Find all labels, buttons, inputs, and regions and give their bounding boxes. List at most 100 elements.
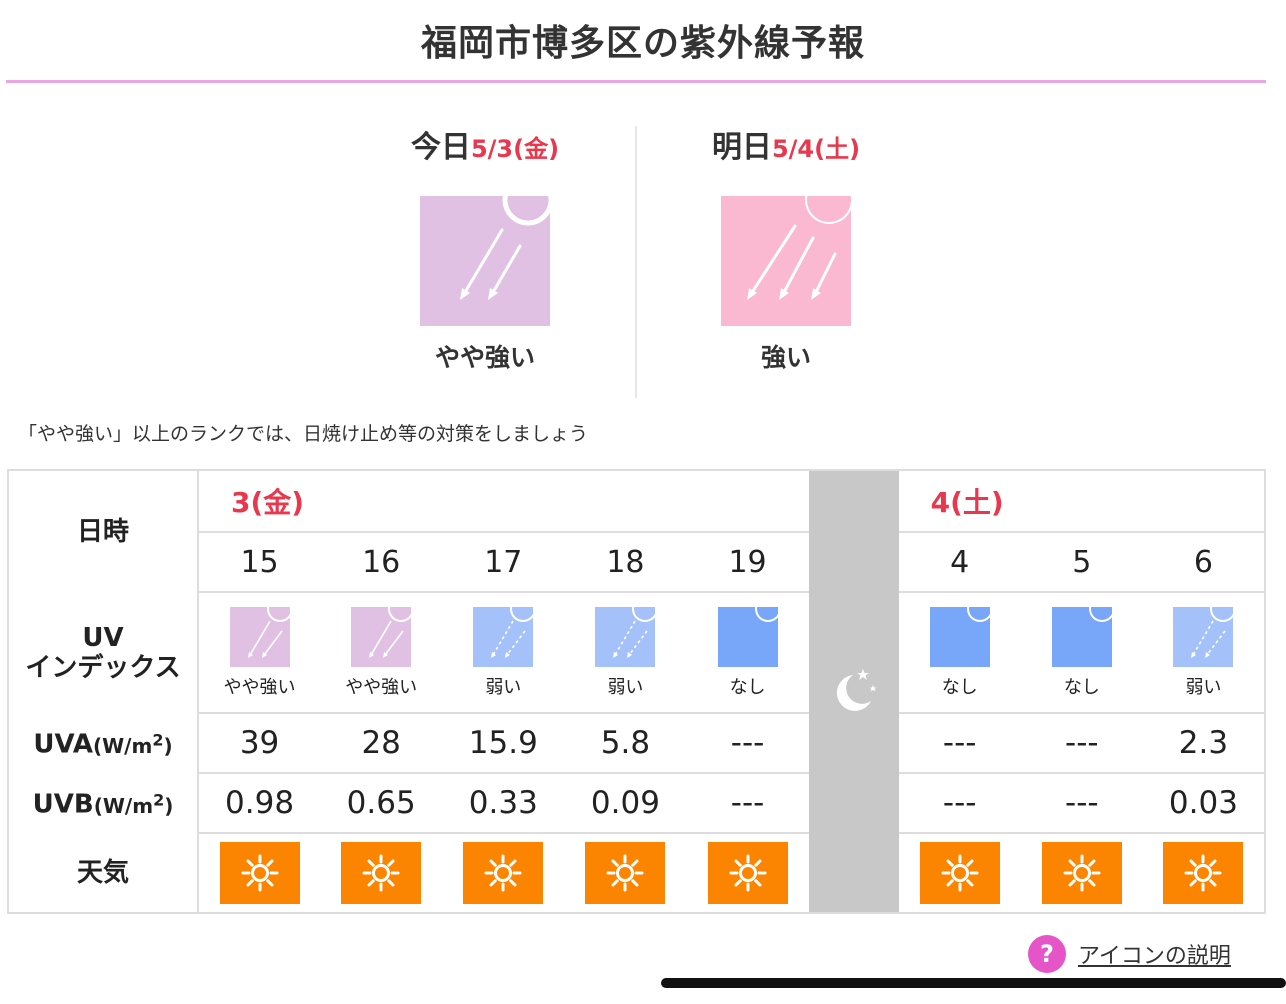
unit-close: )	[163, 733, 173, 758]
label-uv-line1: UV	[82, 622, 124, 653]
icon-help-link[interactable]: ? アイコンの説明	[1028, 935, 1231, 973]
today-card: 今日5/3(金) やや強い	[335, 126, 635, 374]
sunny-icon	[219, 842, 300, 904]
uv-cell: 弱い	[442, 592, 565, 714]
title-underline	[6, 80, 1266, 83]
advice-note: 「やや強い」以上のランクでは、日焼け止め等の対策をしましょう	[18, 423, 589, 445]
night-gap	[808, 470, 899, 913]
uv-moderate-icon	[351, 606, 412, 667]
card-divider	[635, 126, 637, 398]
uv-cell: 弱い	[564, 592, 687, 714]
uvb-value: ---	[1020, 773, 1143, 834]
hour-cell: 16	[320, 532, 443, 593]
uv-rank-label: なし	[1063, 676, 1100, 698]
unit-sup: 2	[152, 730, 164, 750]
uvb-value: 0.03	[1142, 773, 1265, 834]
uva-value: 28	[320, 713, 443, 774]
sunny-icon	[341, 842, 422, 904]
hourly-forecast-table: 日時 3(金) 4(土) 15 16 17 18 19 4 5 6 UV インデ…	[7, 469, 1266, 914]
label-uva: UVA(W/m2)	[8, 713, 199, 773]
unit-sup: 2	[153, 790, 165, 810]
uva-value: 5.8	[564, 713, 687, 774]
home-indicator	[661, 978, 1286, 988]
uvb-value: 0.09	[564, 773, 687, 834]
uv-rank-label: 弱い	[1185, 676, 1222, 698]
weather-cell	[899, 833, 1021, 913]
tomorrow-heading: 明日5/4(土)	[636, 126, 936, 170]
label-uvb: UVB(W/m2)	[8, 773, 199, 833]
uva-value: ---	[686, 713, 809, 774]
tomorrow-date: 5/4(土)	[771, 135, 861, 163]
hour-cell: 4	[898, 532, 1021, 593]
uv-rank-label: 弱い	[607, 676, 644, 698]
uv-strong-icon	[721, 196, 851, 326]
hour-cell: 19	[686, 532, 809, 593]
question-icon[interactable]: ?	[1028, 935, 1066, 973]
today-prefix: 今日	[410, 130, 471, 165]
uv-moderate-icon	[229, 606, 290, 667]
uvb-value: 0.33	[442, 773, 565, 834]
sunny-icon	[463, 842, 544, 904]
today-heading: 今日5/3(金)	[335, 126, 635, 170]
uva-value: ---	[1020, 713, 1143, 774]
uv-none-icon	[929, 606, 990, 667]
uv-none-icon	[1051, 606, 1112, 667]
icon-help-label[interactable]: アイコンの説明	[1078, 944, 1231, 969]
weather-cell	[564, 833, 686, 913]
weather-cell	[320, 833, 442, 913]
label-uv-line2: インデックス	[25, 652, 181, 683]
weather-cell	[687, 833, 809, 913]
uv-rank-label: なし	[729, 676, 766, 698]
label-datetime: 日時	[8, 470, 199, 592]
sunny-icon	[919, 842, 1000, 904]
unit-open: (W/m	[93, 793, 154, 818]
weather-cell	[442, 833, 564, 913]
uv-cell: やや強い	[198, 592, 321, 714]
uva-value: ---	[898, 713, 1021, 774]
uv-weak-icon	[595, 606, 656, 667]
page-title: 福岡市博多区の紫外線予報	[420, 23, 865, 64]
tomorrow-rank: 強い	[760, 343, 811, 372]
uv-weak-icon	[473, 606, 534, 667]
sunny-icon	[585, 842, 666, 904]
today-rank: やや強い	[434, 343, 535, 372]
label-uv-index: UV インデックス	[8, 592, 199, 713]
hour-cell: 6	[1142, 532, 1265, 593]
hour-cell: 17	[442, 532, 565, 593]
uvb-value: ---	[686, 773, 809, 834]
uv-rank-label: やや強い	[345, 676, 418, 698]
uvb-value: 0.65	[320, 773, 443, 834]
today-date: 5/3(金)	[470, 135, 560, 163]
uv-cell: やや強い	[320, 592, 443, 714]
uvb-value: 0.98	[198, 773, 321, 834]
uva-value: 39	[198, 713, 321, 774]
uv-rank-label: なし	[941, 676, 978, 698]
uv-cell: なし	[898, 592, 1021, 714]
unit-close: )	[164, 793, 174, 818]
uv-cell: 弱い	[1142, 592, 1265, 714]
uv-cell: なし	[1020, 592, 1143, 714]
uv-moderate-icon	[420, 196, 550, 326]
weather-cell	[1143, 833, 1265, 913]
label-weather: 天気	[8, 833, 199, 913]
weather-cell	[198, 833, 320, 913]
uva-value: 2.3	[1142, 713, 1265, 774]
tomorrow-prefix: 明日	[711, 130, 772, 165]
hour-cell: 18	[564, 532, 687, 593]
weather-cell	[1021, 833, 1143, 913]
sunny-icon	[707, 842, 788, 904]
uv-cell: なし	[686, 592, 809, 714]
sunny-icon	[1163, 842, 1244, 904]
uva-value: 15.9	[442, 713, 565, 774]
uv-rank-label: やや強い	[223, 676, 296, 698]
moon-stars-icon	[809, 667, 899, 717]
hour-cell: 5	[1020, 532, 1143, 593]
hour-cell: 15	[198, 532, 321, 593]
label-uva-text: UVA	[33, 729, 93, 760]
uv-none-icon	[717, 606, 778, 667]
uv-rank-label: 弱い	[485, 676, 522, 698]
day-header-2: 4(土)	[898, 470, 1265, 533]
day-header-1: 3(金)	[198, 470, 809, 533]
uv-weak-icon	[1173, 606, 1234, 667]
tomorrow-card: 明日5/4(土) 強い	[636, 126, 936, 374]
